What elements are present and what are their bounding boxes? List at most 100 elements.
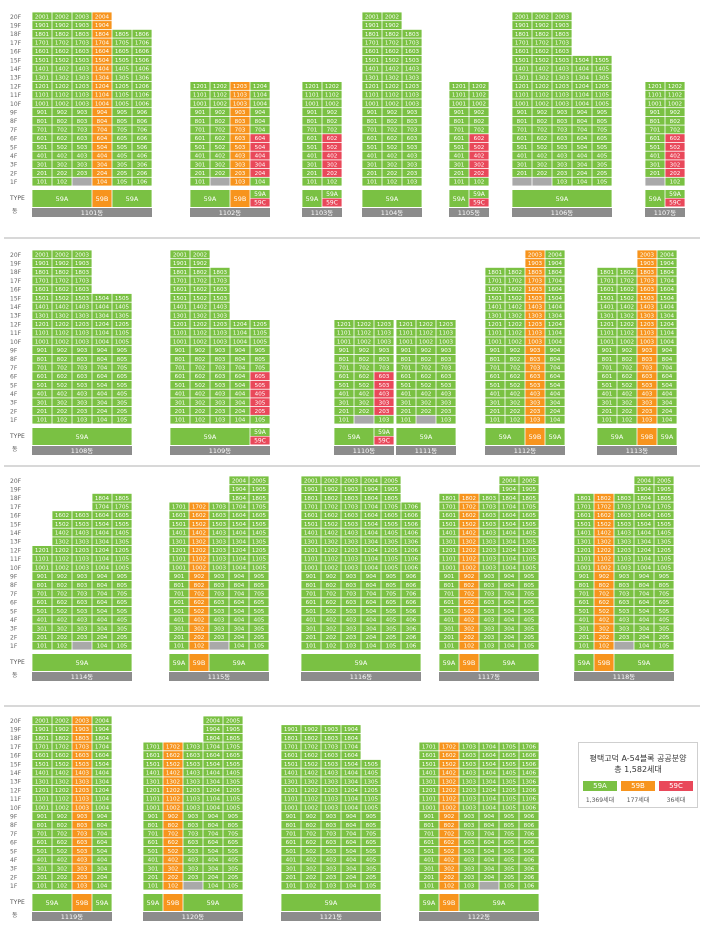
unit-cell bbox=[381, 528, 401, 537]
unit-number: 1606 bbox=[522, 753, 537, 759]
unit-cell bbox=[634, 641, 654, 650]
unit-number: 1104 bbox=[206, 797, 221, 803]
unit-cell bbox=[519, 511, 539, 520]
unit-cell bbox=[52, 537, 72, 546]
unit-number: 104 bbox=[577, 180, 588, 186]
unit-cell bbox=[614, 598, 634, 607]
unit-number: 602 bbox=[464, 600, 475, 606]
unit-cell bbox=[52, 259, 72, 267]
unit-number: 103 bbox=[326, 884, 337, 890]
unit-number: 1304 bbox=[232, 539, 247, 545]
unit-number: 2003 bbox=[344, 478, 359, 484]
unit-cell bbox=[92, 794, 112, 803]
unit-number: 405 bbox=[366, 858, 377, 864]
unit-cell bbox=[223, 864, 243, 873]
unit-number: 1802 bbox=[193, 270, 207, 276]
unit-cell bbox=[281, 846, 301, 855]
unit-number: 602 bbox=[57, 600, 68, 606]
unit-number: 1303 bbox=[405, 75, 420, 81]
unit-number: 104 bbox=[208, 884, 219, 890]
unit-cell bbox=[32, 742, 52, 751]
unit-cell bbox=[143, 786, 163, 794]
unit-number: 1704 bbox=[502, 505, 517, 511]
unit-cell bbox=[72, 829, 92, 838]
unit-cell bbox=[112, 99, 132, 108]
type-label: 59A bbox=[423, 899, 436, 907]
unit-number: 201 bbox=[307, 171, 318, 177]
unit-number: 1403 bbox=[75, 771, 90, 777]
unit-cell bbox=[469, 116, 489, 125]
unit-number: 1003 bbox=[617, 565, 632, 571]
unit-number: 1005 bbox=[115, 339, 130, 345]
unit-number: 1802 bbox=[508, 270, 522, 276]
unit-cell bbox=[552, 38, 572, 47]
unit-cell bbox=[281, 751, 301, 760]
unit-cell bbox=[485, 380, 505, 389]
unit-number: 801 bbox=[401, 357, 412, 363]
unit-cell bbox=[163, 864, 183, 873]
unit-cell bbox=[665, 125, 685, 134]
unit-cell bbox=[654, 598, 674, 607]
unit-number: 505 bbox=[524, 609, 535, 615]
unit-number: 104 bbox=[235, 418, 246, 424]
unit-number: 1203 bbox=[555, 84, 570, 90]
unit-cell bbox=[594, 537, 614, 546]
unit-cell bbox=[361, 476, 381, 485]
unit-cell bbox=[169, 511, 189, 520]
unit-cell bbox=[499, 502, 519, 511]
unit-number: 1105 bbox=[384, 557, 399, 563]
unit-number: 702 bbox=[537, 128, 548, 134]
unit-cell bbox=[499, 742, 519, 751]
unit-number: 601 bbox=[339, 374, 350, 380]
unit-cell bbox=[250, 320, 270, 328]
unit-number: 702 bbox=[670, 128, 681, 134]
unit-cell bbox=[449, 142, 469, 151]
unit-number: 503 bbox=[407, 145, 418, 151]
unit-number: 504 bbox=[255, 145, 266, 151]
unit-number: 1601 bbox=[304, 513, 319, 519]
unit-cell bbox=[229, 511, 249, 520]
floor-label: 18F bbox=[10, 495, 22, 502]
unit-number: 203 bbox=[407, 171, 418, 177]
unit-number: 802 bbox=[57, 119, 68, 125]
unit-number: 1702 bbox=[442, 745, 456, 751]
unit-cell bbox=[112, 337, 132, 346]
unit-number: 706 bbox=[524, 832, 535, 838]
unit-cell bbox=[72, 116, 92, 125]
unit-cell bbox=[381, 537, 401, 546]
unit-cell bbox=[439, 786, 459, 794]
unit-number: 902 bbox=[464, 574, 475, 580]
type-label: 59A bbox=[76, 433, 89, 441]
unit-cell bbox=[362, 12, 382, 21]
building-name-bar bbox=[597, 446, 677, 455]
unit-number: 904 bbox=[255, 110, 266, 116]
unit-cell bbox=[250, 90, 270, 99]
unit-cell bbox=[169, 563, 189, 572]
unit-number: 1305 bbox=[226, 779, 241, 785]
unit-number: 503 bbox=[619, 609, 630, 615]
unit-cell bbox=[505, 276, 525, 285]
unit-cell bbox=[32, 311, 52, 320]
unit-number: 1702 bbox=[620, 279, 634, 285]
unit-cell bbox=[190, 177, 210, 186]
unit-number: 905 bbox=[386, 574, 397, 580]
unit-number: 203 bbox=[464, 875, 475, 881]
unit-number: 1103 bbox=[75, 331, 90, 337]
unit-number: 202 bbox=[326, 635, 337, 641]
unit-number: 202 bbox=[474, 171, 485, 177]
unit-number: 403 bbox=[77, 392, 88, 398]
unit-cell bbox=[505, 363, 525, 372]
unit-number: 603 bbox=[346, 600, 357, 606]
unit-cell bbox=[72, 546, 92, 554]
unit-cell bbox=[52, 354, 72, 363]
unit-number: 205 bbox=[366, 875, 377, 881]
type-label: 59A bbox=[499, 433, 512, 441]
unit-number: 202 bbox=[306, 875, 317, 881]
unit-number: 102 bbox=[387, 180, 398, 186]
unit-number: 1803 bbox=[75, 736, 90, 742]
unit-cell bbox=[230, 398, 250, 407]
unit-number: 903 bbox=[441, 348, 452, 354]
unit-number: 1805 bbox=[226, 736, 241, 742]
type-label: 59A bbox=[649, 195, 662, 203]
unit-number: 1603 bbox=[482, 513, 497, 519]
